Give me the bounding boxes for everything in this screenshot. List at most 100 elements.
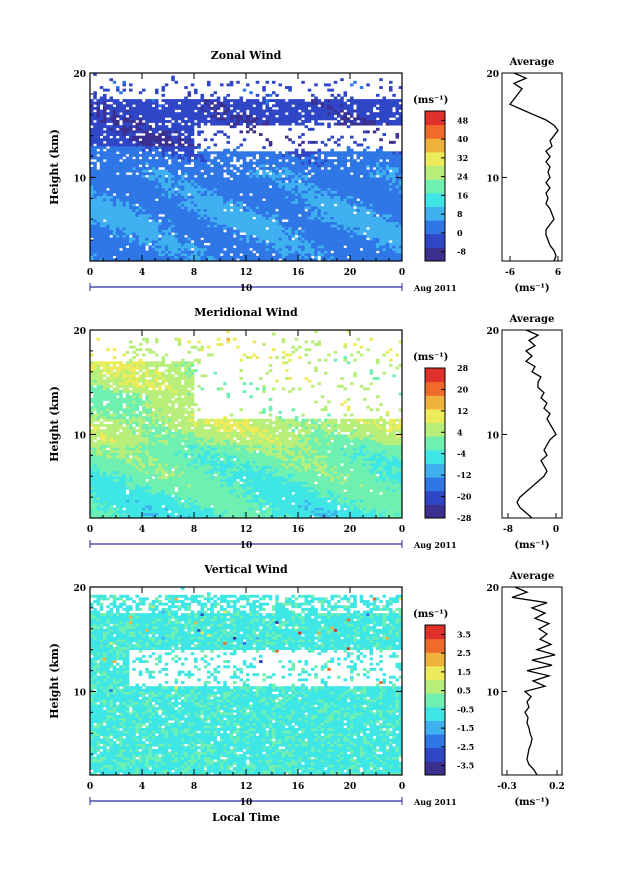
heatmap-cell xyxy=(213,112,218,116)
heatmap-cell xyxy=(272,211,276,215)
heatmap-cell xyxy=(213,164,218,168)
heatmap-cell xyxy=(327,101,331,105)
heatmap-cell xyxy=(262,203,266,207)
heatmap-cell xyxy=(168,135,172,139)
heatmap-cell xyxy=(272,99,276,103)
heatmap-cell xyxy=(99,190,104,194)
heatmap-cell xyxy=(158,247,162,251)
heatmap-cell xyxy=(255,216,260,220)
heatmap-cell xyxy=(158,187,162,191)
heatmap-cell xyxy=(311,211,315,215)
heatmap-cell xyxy=(138,112,143,116)
heatmap-cell xyxy=(379,180,383,183)
heatmap-cell xyxy=(145,117,149,121)
heatmap-cell xyxy=(353,214,357,217)
heatmap-cell xyxy=(262,161,266,165)
heatmap-cell xyxy=(223,156,227,160)
heatmap-cell xyxy=(207,190,211,194)
heatmap-cell xyxy=(288,106,292,110)
heatmap-cell xyxy=(194,122,198,126)
heatmap-cell xyxy=(330,164,335,168)
heatmap-cell xyxy=(281,169,286,173)
heatmap-cell xyxy=(197,208,201,212)
heatmap-cell xyxy=(145,161,149,165)
heatmap-cell xyxy=(346,153,351,157)
heatmap-cell xyxy=(307,193,312,197)
heatmap-cell xyxy=(317,101,322,105)
heatmap-cell xyxy=(129,187,133,191)
heatmap-cell xyxy=(116,104,120,108)
heatmap-cell xyxy=(314,232,318,236)
heatmap-cell xyxy=(145,151,149,155)
heatmap-cell xyxy=(294,182,299,186)
heatmap-cell xyxy=(135,117,140,121)
heatmap-cell xyxy=(142,174,146,178)
heatmap-cell xyxy=(366,156,370,160)
heatmap-cell xyxy=(207,253,211,257)
heatmap-cell xyxy=(96,227,101,230)
heatmap-cell xyxy=(366,216,370,220)
heatmap-cell xyxy=(268,214,273,217)
heatmap-cell xyxy=(99,219,104,223)
heatmap-cell xyxy=(314,114,318,118)
heatmap-cell xyxy=(135,185,140,189)
heatmap-cell xyxy=(259,242,263,246)
heatmap-cell xyxy=(385,182,390,186)
heatmap-cell xyxy=(327,190,331,194)
heatmap-cell xyxy=(278,112,283,116)
heatmap-cell xyxy=(99,237,104,241)
heatmap-cell xyxy=(330,180,335,183)
heatmap-cell xyxy=(307,247,312,251)
heatmap-cell xyxy=(265,190,270,194)
heatmap-cell xyxy=(184,224,188,228)
heatmap-cell xyxy=(262,237,266,241)
heatmap-cell xyxy=(239,240,244,244)
heatmap-cell xyxy=(213,214,218,217)
heatmap-cell xyxy=(125,146,130,150)
heatmap-cell xyxy=(398,195,403,199)
heatmap-cell xyxy=(236,232,240,236)
heatmap-cell xyxy=(366,206,370,210)
heatmap-cell xyxy=(382,195,387,199)
heatmap-cell xyxy=(122,127,127,131)
heatmap-cell xyxy=(356,240,361,244)
heatmap-cell xyxy=(376,101,380,105)
heatmap-cell xyxy=(135,255,140,259)
heatmap-cell xyxy=(181,214,185,217)
heatmap-cell xyxy=(389,156,393,160)
heatmap-cell xyxy=(151,148,156,152)
heatmap-cell xyxy=(337,247,341,251)
heatmap-cell xyxy=(142,140,146,144)
heatmap-cell xyxy=(177,253,182,257)
heatmap-cell xyxy=(177,106,182,110)
heatmap-cell xyxy=(122,122,127,126)
heatmap-cell xyxy=(122,172,127,176)
heatmap-cell xyxy=(291,182,296,186)
heatmap-cell xyxy=(197,253,201,257)
heatmap-cell xyxy=(366,219,370,223)
heatmap-cell xyxy=(142,156,146,160)
heatmap-cell xyxy=(132,99,136,103)
heatmap-cell xyxy=(233,153,237,157)
heatmap-cell xyxy=(109,203,114,207)
heatmap-cell xyxy=(298,156,302,160)
heatmap-cell xyxy=(278,180,283,183)
heatmap-cell xyxy=(350,211,354,215)
heatmap-cell xyxy=(275,117,279,121)
heatmap-cell xyxy=(174,185,179,189)
heatmap-cell xyxy=(184,200,188,204)
heatmap-cell xyxy=(93,224,97,228)
heatmap-cell xyxy=(138,172,143,176)
heatmap-cell xyxy=(242,221,247,225)
heatmap-cell xyxy=(359,245,364,249)
heatmap-cell xyxy=(119,203,123,207)
heatmap-cell xyxy=(291,109,296,113)
heatmap-cell xyxy=(272,245,276,249)
heatmap-cell xyxy=(385,245,390,249)
heatmap-cell xyxy=(151,156,156,160)
heatmap-cell xyxy=(314,112,318,116)
heatmap-cell xyxy=(125,232,130,236)
heatmap-cell xyxy=(200,206,205,210)
heatmap-cell xyxy=(184,242,188,246)
heatmap-cell xyxy=(376,195,380,199)
